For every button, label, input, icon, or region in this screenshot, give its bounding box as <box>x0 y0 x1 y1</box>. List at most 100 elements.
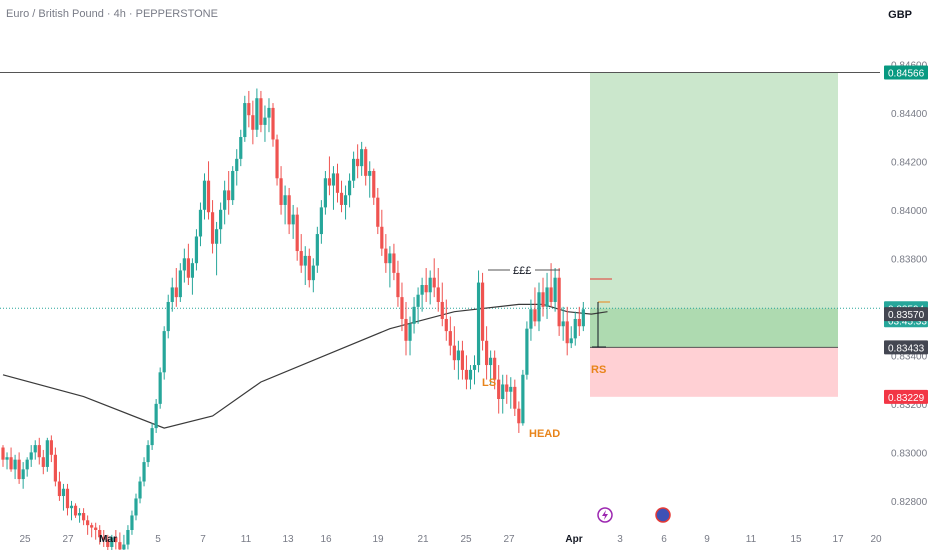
candle <box>1 445 5 467</box>
candle-body <box>17 459 21 480</box>
candle-body <box>182 258 186 271</box>
candle-body <box>1 447 5 460</box>
currency-label[interactable]: GBP <box>888 9 912 21</box>
candle <box>497 365 501 414</box>
candle-body <box>223 190 227 210</box>
candle-body <box>581 309 585 327</box>
candle <box>376 187 380 235</box>
price-tag-label: 0.84566 <box>888 69 925 80</box>
x-tick-label: 11 <box>746 534 757 545</box>
candle <box>323 170 327 215</box>
candle <box>239 129 243 167</box>
candle-body <box>368 170 372 176</box>
candle-body <box>436 287 440 302</box>
target-zone[interactable] <box>590 72 838 309</box>
candle <box>412 297 416 334</box>
x-tick-label: 13 <box>282 534 294 545</box>
flag-event-icon[interactable] <box>655 507 671 523</box>
candle-body <box>231 170 235 201</box>
candle <box>533 287 537 327</box>
candle-body <box>485 340 489 366</box>
candle <box>356 144 360 179</box>
candle-body <box>162 331 166 373</box>
price-tag[interactable]: 0.83229 <box>884 389 928 404</box>
candle <box>259 90 263 133</box>
candle <box>440 282 444 327</box>
candle <box>61 483 66 511</box>
candle-body <box>448 331 452 346</box>
candle <box>372 168 376 205</box>
candle <box>565 306 569 356</box>
pattern-annotations: £££ LS HEAD RS <box>482 265 612 440</box>
candle-body <box>259 98 263 125</box>
x-tick-label: 11 <box>241 534 252 545</box>
lightning-event-icon[interactable] <box>597 507 613 523</box>
price-tag-bg <box>884 340 928 355</box>
candle <box>9 447 13 472</box>
candle-body <box>323 178 327 208</box>
candle-body <box>392 253 396 273</box>
y-tick-label: 0.84200 <box>891 157 928 168</box>
candle-body <box>327 178 332 186</box>
candle-body <box>388 253 392 264</box>
candle <box>581 301 585 332</box>
candle <box>138 476 142 504</box>
candle <box>219 202 223 244</box>
candle <box>41 449 45 475</box>
candle-body <box>428 277 432 293</box>
price-tag[interactable]: 0.84566 <box>884 65 928 80</box>
candle <box>569 326 573 349</box>
x-axis: 25 27 Mar 5 7 11 13 16 19 21 25 27 Apr 3 6 9 11 15 17 20 <box>19 534 882 545</box>
candle-body <box>472 365 477 370</box>
candle <box>98 525 102 545</box>
candle-body <box>468 369 473 380</box>
candle-body <box>396 272 400 298</box>
y-tick-label: 0.83400 <box>891 351 928 362</box>
candle <box>29 445 33 467</box>
candle-body <box>29 452 33 460</box>
candle-body <box>283 195 287 205</box>
price-tag-label: 0.83229 <box>888 393 925 404</box>
price-tag-label: 0.83570 <box>888 310 925 321</box>
candle <box>368 161 372 198</box>
candle-body <box>239 137 243 159</box>
candle <box>202 173 207 220</box>
candle-body <box>94 527 98 530</box>
position-zones <box>590 72 838 397</box>
candle <box>545 272 549 319</box>
candle <box>456 340 460 380</box>
candle-body <box>166 301 170 332</box>
candle <box>162 326 166 380</box>
candle <box>77 508 82 523</box>
candle <box>480 272 485 351</box>
y-tick-label: 0.84400 <box>891 109 928 120</box>
candle-body <box>311 265 315 281</box>
candle-body <box>214 229 219 244</box>
candle-body <box>33 445 37 453</box>
candle-body <box>501 384 505 400</box>
candle <box>170 277 174 312</box>
candle <box>158 367 162 409</box>
candle-body <box>513 386 517 409</box>
stop-zone[interactable] <box>590 347 838 397</box>
candle-body <box>174 287 178 298</box>
price-tag[interactable]: 0.83570 <box>884 307 928 322</box>
candle-body <box>460 350 465 370</box>
candle-body <box>41 457 45 467</box>
candle <box>110 534 114 550</box>
candle <box>452 326 456 370</box>
x-tick-label: 21 <box>417 534 429 545</box>
candle <box>13 454 17 480</box>
candle-body <box>352 158 356 181</box>
candle <box>307 248 311 288</box>
candle-body <box>45 440 49 467</box>
candle <box>178 263 182 302</box>
candle-body <box>384 248 388 264</box>
candle-body <box>376 197 380 227</box>
candle <box>69 500 74 521</box>
price-tag[interactable]: 0.83433 <box>884 340 928 355</box>
entry-zone[interactable] <box>590 308 838 348</box>
y-tick-label: 0.83200 <box>891 400 928 411</box>
candle-body <box>565 321 569 344</box>
